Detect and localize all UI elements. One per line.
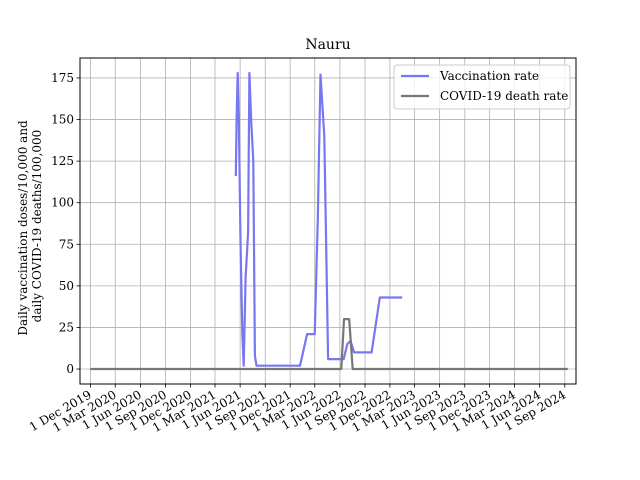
legend: Vaccination rate COVID-19 death rate bbox=[393, 64, 571, 110]
y-axis-label-line-2: daily COVID-19 deaths/100,000 bbox=[30, 130, 44, 323]
y-tick-label: 100 bbox=[51, 196, 74, 210]
y-axis-label: Daily vaccination doses/10,000 and daily… bbox=[16, 116, 44, 335]
plot-frame bbox=[79, 57, 577, 385]
legend-box bbox=[393, 64, 571, 110]
y-tick-label: 125 bbox=[51, 154, 74, 168]
legend-label-vaccination: Vaccination rate bbox=[439, 69, 539, 83]
y-axis-ticks: 0 25 50 75 100 125 150 175 bbox=[51, 71, 80, 376]
series-line-vaccination bbox=[234, 71, 403, 367]
series-line-death bbox=[90, 318, 568, 371]
chart-title: Nauru bbox=[305, 37, 350, 53]
legend-label-death: COVID-19 death rate bbox=[440, 89, 568, 103]
y-tick-label: 0 bbox=[66, 362, 74, 376]
y-tick-label: 175 bbox=[51, 71, 74, 85]
y-axis-label-line-1: Daily vaccination doses/10,000 and bbox=[16, 120, 30, 336]
y-tick-label: 50 bbox=[59, 279, 74, 293]
series-lines bbox=[90, 71, 568, 371]
y-tick-label: 150 bbox=[51, 113, 74, 127]
y-tick-label: 75 bbox=[59, 237, 74, 251]
y-tick-label: 25 bbox=[59, 320, 74, 334]
